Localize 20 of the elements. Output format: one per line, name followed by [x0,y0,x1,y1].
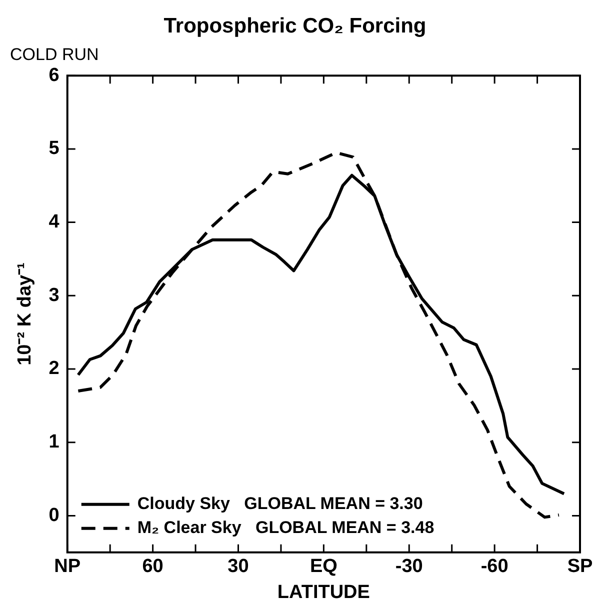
legend-label: Cloudy Sky GLOBAL MEAN = 3.30 [137,494,423,514]
x-tick-label: -30 [395,556,423,578]
y-tick-label: 1 [48,432,60,453]
x-tick-label: SP [567,556,593,578]
y-axis-title: 10⁻² K day⁻¹ [14,262,36,366]
y-tick-label: 5 [48,138,60,160]
x-tick-label: EQ [310,556,338,578]
x-tick-label: 30 [228,556,249,578]
x-tick-label: 60 [142,556,164,578]
x-tick-label: -60 [480,556,508,578]
y-tick-label: 6 [48,64,60,86]
x-axis-title: LATITUDE [277,582,370,603]
x-tick-label: NP [54,556,81,578]
legend-label: M₂ Clear Sky GLOBAL MEAN = 3.48 [137,518,434,538]
chart-title: Tropospheric CO₂ Forcing [164,14,426,38]
y-tick-label: 4 [48,212,60,233]
chart-subtitle: COLD RUN [10,45,99,64]
y-tick-label: 2 [48,358,60,380]
y-tick-label: 3 [48,284,60,306]
y-tick-label: 0 [48,504,60,526]
